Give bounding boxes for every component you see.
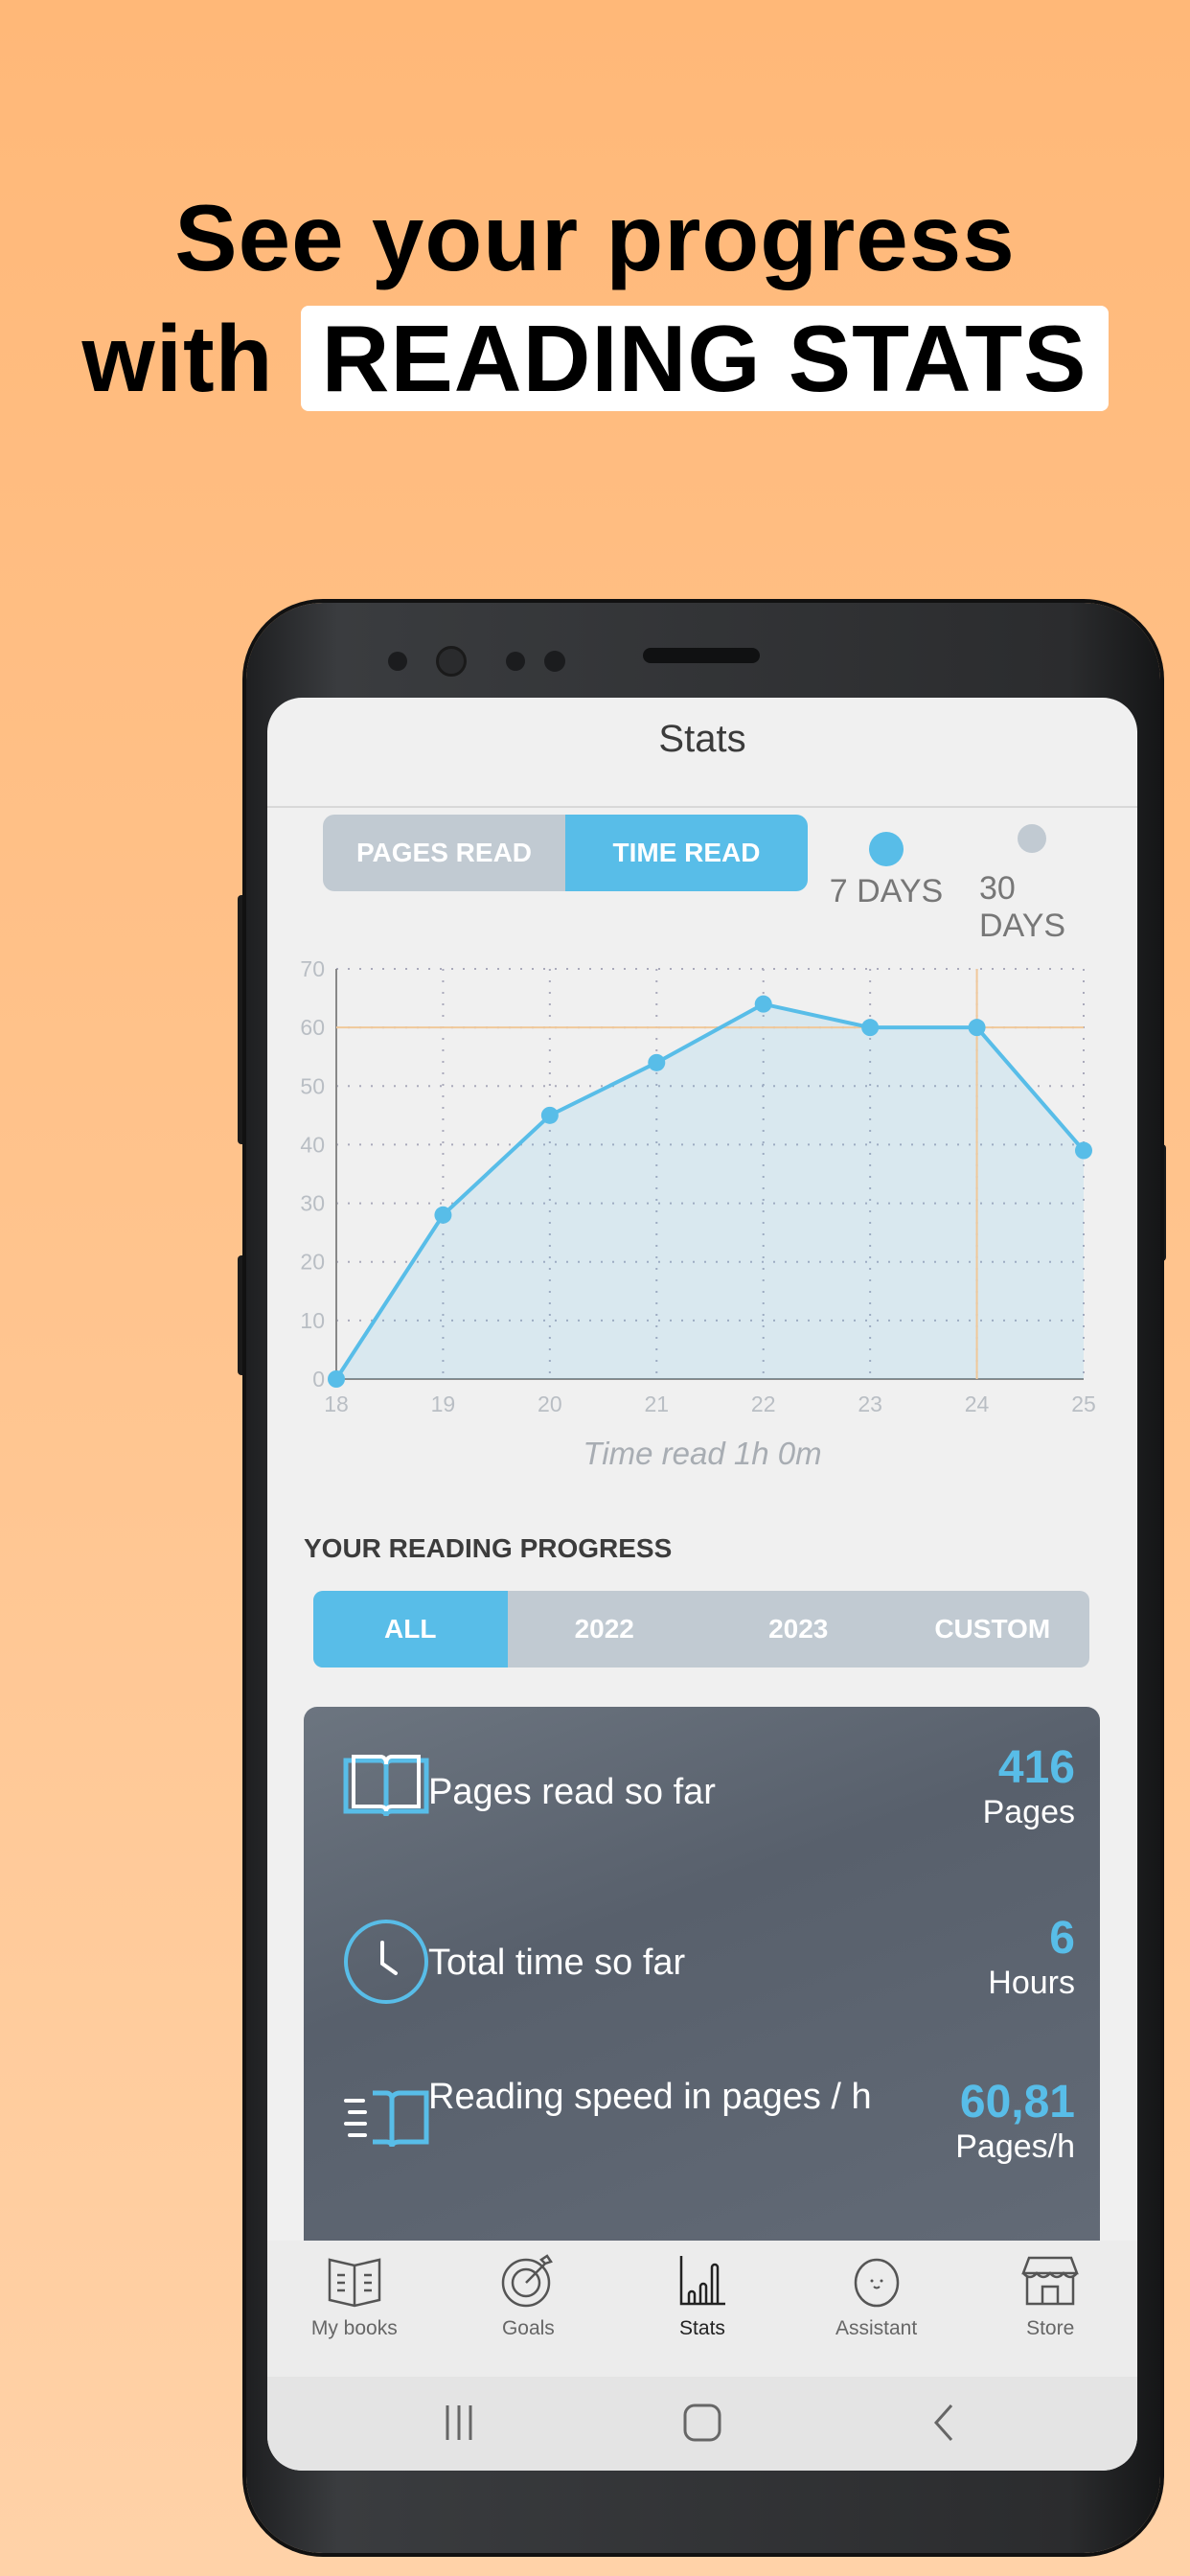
tab-custom[interactable]: CUSTOM <box>934 1614 1051 1644</box>
stat-label-pages: Pages read so far <box>428 1772 716 1812</box>
stat-label-speed: Reading speed in pages / h <box>428 2077 872 2117</box>
range-30-days-label[interactable]: 30 DAYS <box>979 870 1066 944</box>
stat-number: 60,81 <box>959 2077 1075 2128</box>
stat-label-time: Total time so far <box>428 1943 686 1983</box>
y-tick-label: 50 <box>300 1073 325 1098</box>
tab-label: Goals <box>501 2317 555 2339</box>
stat-number: 6 <box>1049 1913 1075 1964</box>
tab-2022[interactable]: 2022 <box>574 1614 634 1644</box>
y-tick-label: 0 <box>312 1367 325 1392</box>
period-tabs: ALL 2022 2023 CUSTOM <box>313 1591 1089 1668</box>
back-icon[interactable] <box>930 2402 959 2444</box>
mascot-icon <box>854 2258 899 2308</box>
x-tick-label: 21 <box>644 1392 669 1416</box>
book-icon <box>328 2258 381 2308</box>
toggle-pages-read[interactable]: PAGES READ <box>323 815 565 891</box>
y-tick-label: 10 <box>300 1308 325 1333</box>
data-point <box>1075 1141 1092 1160</box>
bottom-tab-bar: My books Goals Stats Assistant Store <box>267 2241 1137 2377</box>
bar-chart-icon <box>679 2256 725 2306</box>
tab-2023[interactable]: 2023 <box>768 1614 829 1644</box>
data-point <box>861 1019 880 1037</box>
toggle-time-read[interactable]: TIME READ <box>565 815 808 891</box>
data-point <box>540 1106 559 1124</box>
page-title: Stats <box>267 698 1137 808</box>
stat-value-time: 6 Hours <box>988 1912 1075 2002</box>
range-7-days-radio[interactable] <box>869 832 904 866</box>
x-tick-label: 20 <box>538 1392 562 1416</box>
stat-unit: Pages <box>982 1794 1075 1830</box>
app-screen: Stats PAGES READ TIME READ 7 DAYS 30 DAY… <box>267 698 1137 2471</box>
x-tick-label: 25 <box>1071 1392 1096 1416</box>
y-tick-label: 70 <box>300 956 325 981</box>
tab-label: My books <box>310 2317 398 2339</box>
reading-speed-book-icon <box>344 2090 429 2148</box>
store-icon <box>1021 2256 1079 2306</box>
range-7-days-label[interactable]: 7 DAYS <box>829 873 944 909</box>
data-point <box>968 1019 986 1037</box>
stats-card: Pages read so far 416 Pages Total time so… <box>304 1707 1100 2241</box>
power-button <box>1157 1144 1166 1261</box>
home-icon[interactable] <box>681 2402 723 2444</box>
y-tick-label: 60 <box>300 1015 325 1040</box>
stat-unit: Hours <box>988 1965 1075 2001</box>
x-tick-label: 23 <box>858 1392 882 1416</box>
sensor <box>544 651 565 672</box>
headline-line1: See your progress <box>174 185 1016 290</box>
data-point <box>328 1370 345 1388</box>
range-30-days-radio[interactable] <box>1018 824 1046 853</box>
y-tick-label: 40 <box>300 1132 325 1157</box>
sensor <box>506 652 525 671</box>
tab-assistant[interactable]: Assistant <box>790 2241 964 2377</box>
stat-value-speed: 60,81 Pages/h <box>955 2076 1075 2166</box>
target-icon <box>502 2254 554 2308</box>
stat-value-pages: 416 Pages <box>983 1741 1075 1831</box>
area-fill <box>336 1003 1084 1379</box>
tab-goals[interactable]: Goals <box>442 2241 616 2377</box>
x-tick-label: 24 <box>965 1392 990 1416</box>
y-tick-label: 20 <box>300 1250 325 1275</box>
data-point <box>434 1206 452 1224</box>
recent-apps-icon[interactable] <box>440 2402 478 2444</box>
data-point <box>648 1053 666 1071</box>
volume-button <box>238 895 246 1144</box>
x-tick-label: 19 <box>431 1392 456 1416</box>
metric-toggle: PAGES READ TIME READ <box>323 815 808 891</box>
tab-label: Assistant <box>835 2317 918 2339</box>
time-read-chart: 0 10 20 30 40 50 60 70 18 19 20 21 22 23 24 25 <box>300 956 1096 1416</box>
open-book-icon <box>343 1755 429 1817</box>
x-tick-label: 18 <box>324 1392 349 1416</box>
tab-all[interactable]: ALL <box>313 1591 508 1668</box>
y-tick-label: 30 <box>300 1191 325 1216</box>
tab-store[interactable]: Store <box>963 2241 1137 2377</box>
series-line <box>334 1001 1086 1381</box>
data-point <box>754 995 772 1013</box>
x-tick-label: 22 <box>751 1392 776 1416</box>
tab-my-books[interactable]: My books <box>267 2241 442 2377</box>
stat-unit: Pages/h <box>955 2128 1075 2165</box>
chart-caption: Time read 1h 0m <box>583 1436 822 1471</box>
clock-icon <box>344 1920 428 2004</box>
section-title: YOUR READING PROGRESS <box>304 1533 673 1563</box>
bixby-button <box>238 1255 246 1375</box>
headline-prefix: with <box>81 306 274 411</box>
front-camera <box>436 646 467 677</box>
headline-line2: with READING STATS <box>0 305 1190 413</box>
tab-label: Stats <box>679 2317 725 2339</box>
tab-stats[interactable]: Stats <box>615 2241 790 2377</box>
stat-number: 416 <box>997 1742 1075 1793</box>
speaker-grille <box>643 648 760 663</box>
tab-label: Store <box>1026 2317 1075 2339</box>
system-nav-bar <box>267 2377 1137 2471</box>
sensor <box>388 652 407 671</box>
headline-highlight: READING STATS <box>300 306 1109 411</box>
